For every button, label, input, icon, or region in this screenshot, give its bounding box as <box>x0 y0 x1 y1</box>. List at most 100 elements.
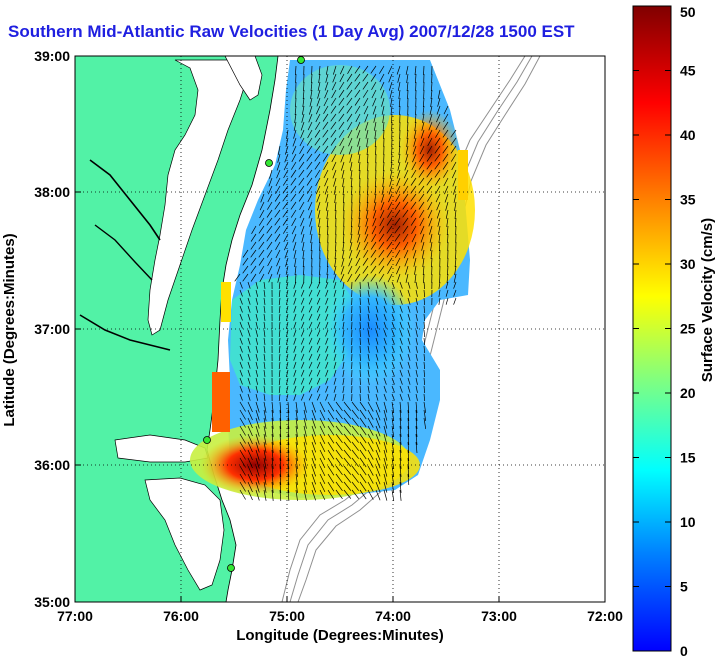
velocity-vector <box>410 209 417 218</box>
velocity-vector <box>279 465 282 478</box>
velocity-vector <box>383 329 387 337</box>
velocity-vector <box>306 169 313 178</box>
velocity-vector <box>396 177 401 187</box>
velocity-vector <box>308 361 313 369</box>
velocity-vector <box>325 393 329 401</box>
velocity-vector <box>396 273 401 283</box>
velocity-vector <box>319 409 326 421</box>
velocity-vector <box>308 289 313 297</box>
velocity-vector <box>330 113 337 122</box>
velocity-vector <box>383 481 388 493</box>
velocity-vector <box>453 185 457 195</box>
velocity-vector <box>414 121 417 131</box>
velocity-vector <box>325 65 329 75</box>
velocity-vector <box>455 249 457 260</box>
velocity-vector <box>379 65 385 74</box>
velocity-vector <box>278 337 281 346</box>
velocity-vector <box>338 97 345 106</box>
velocity-vector <box>447 233 449 244</box>
velocity-vector <box>342 233 345 244</box>
velocity-vector <box>323 169 329 179</box>
velocity-vector <box>255 385 259 393</box>
velocity-vector <box>399 481 402 493</box>
velocity-vector <box>284 249 289 259</box>
velocity-vector <box>429 113 433 123</box>
velocity-vector <box>286 321 289 329</box>
velocity-vector <box>396 265 401 275</box>
velocity-vector <box>308 393 313 401</box>
velocity-vector <box>410 201 417 210</box>
velocity-vector <box>415 329 418 337</box>
velocity-vector <box>323 161 329 170</box>
velocity-vector <box>370 73 377 82</box>
velocity-vector <box>263 369 266 377</box>
velocity-vector <box>388 185 393 195</box>
velocity-vector <box>266 209 273 218</box>
velocity-vector <box>294 113 297 123</box>
x-axis-label: Longitude (Degrees:Minutes) <box>236 627 444 644</box>
velocity-vector <box>395 193 401 202</box>
velocity-vector <box>375 337 379 345</box>
velocity-vector <box>342 241 345 251</box>
velocity-vector <box>316 313 321 321</box>
velocity-vector <box>259 201 265 211</box>
velocity-vector <box>279 441 282 454</box>
velocity-vector <box>375 473 381 485</box>
velocity-vector <box>316 289 321 297</box>
velocity-vector <box>308 105 313 115</box>
velocity-vector <box>399 409 402 421</box>
velocity-vector <box>293 281 297 289</box>
velocity-vector <box>293 361 297 369</box>
velocity-vector <box>318 273 321 284</box>
velocity-vector <box>391 441 395 453</box>
velocity-vector <box>263 401 267 413</box>
velocity-vector <box>394 217 401 226</box>
velocity-vector <box>318 217 321 227</box>
velocity-vector <box>258 217 265 226</box>
velocity-vector <box>268 177 273 187</box>
velocity-vector <box>340 153 345 163</box>
velocity-vector <box>415 385 418 393</box>
velocity-vector <box>362 81 369 90</box>
velocity-vector <box>427 209 433 219</box>
velocity-vector <box>427 137 433 147</box>
velocity-vector <box>367 297 370 305</box>
velocity-vector <box>318 225 321 235</box>
velocity-vector <box>359 473 367 484</box>
velocity-vector <box>423 305 426 314</box>
velocity-vector <box>404 161 409 171</box>
velocity-vector <box>375 377 379 385</box>
velocity-vector <box>450 129 457 138</box>
velocity-vector <box>293 129 297 139</box>
velocity-vector <box>437 97 441 107</box>
velocity-vector <box>367 361 370 369</box>
velocity-vector <box>324 81 329 91</box>
velocity-vector <box>367 153 369 164</box>
velocity-vector <box>274 217 281 226</box>
velocity-vector <box>263 385 266 393</box>
velocity-vector <box>310 241 313 252</box>
velocity-vector <box>355 121 361 131</box>
velocity-vector <box>271 473 274 485</box>
velocity-vector <box>430 241 433 251</box>
radar-site-marker <box>265 159 273 167</box>
velocity-vector <box>343 425 352 435</box>
velocity-vector <box>335 473 343 484</box>
velocity-vector <box>333 369 337 377</box>
velocity-vector <box>399 369 403 377</box>
velocity-vector <box>263 313 266 321</box>
velocity-vector <box>439 273 441 284</box>
velocity-vector <box>362 89 369 98</box>
velocity-vector <box>278 313 281 322</box>
velocity-vector <box>422 97 425 108</box>
velocity-vector <box>301 241 305 251</box>
velocity-vector <box>367 417 374 428</box>
velocity-vector <box>290 201 297 210</box>
velocity-vector <box>423 289 426 298</box>
velocity-vector <box>387 65 393 75</box>
velocity-vector <box>301 105 305 115</box>
velocity-vector <box>286 393 289 401</box>
velocity-vector <box>276 169 281 179</box>
velocity-vector <box>423 361 426 370</box>
velocity-vector <box>250 273 257 282</box>
